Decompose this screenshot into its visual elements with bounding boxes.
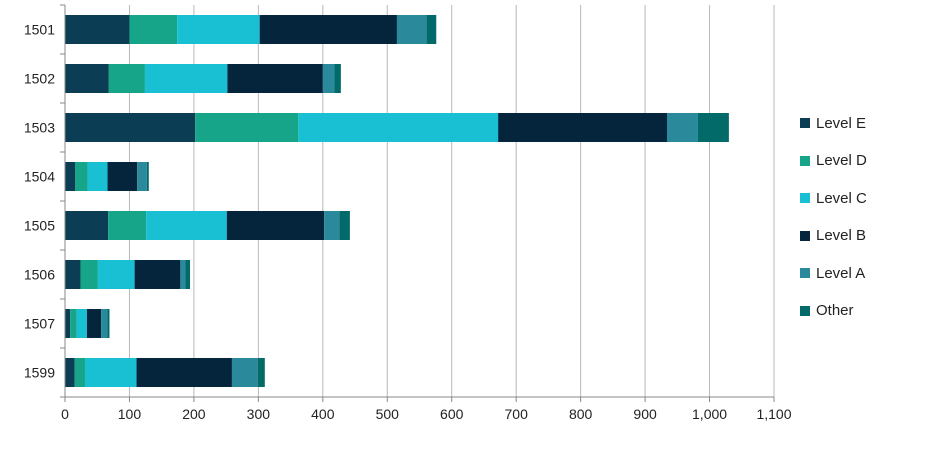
legend-label: Level E [816,114,867,132]
x-tick-label: 900 [633,406,657,422]
x-tick-label: 600 [440,406,464,422]
bar-segment-other [146,162,149,191]
legend-swatch [800,305,810,316]
x-tick-label: 500 [376,406,400,422]
bar-segment-level-b [107,162,138,191]
legend-swatch [800,155,810,166]
legend-item: Level B [800,227,867,245]
category-label: 1503 [24,120,55,136]
legend-label: Other [816,302,854,320]
bar-segment-level-a [396,15,427,44]
x-tick-label: 400 [311,406,335,422]
bar-segment-level-a [101,309,108,338]
bar-segment-other [257,358,265,387]
legend: Level E Level D Level C Level B Level A Other [800,114,867,340]
legend-swatch [800,193,810,204]
bar-segment-level-c [76,309,87,338]
bar-segment-level-d [74,358,85,387]
axes: 0 100 200 300 400 500 600 700 800 900 1,000 1,100 15… [24,4,792,422]
bar-segment-level-d [108,211,147,240]
category-label: 1504 [24,169,55,185]
x-tick-label: 800 [569,406,593,422]
bar-segment-level-e [65,309,71,338]
bar-segment-level-b [498,113,668,142]
bar-segment-other [426,15,437,44]
bar-segment-level-a [231,358,258,387]
bar-segment-level-a [180,260,186,289]
category-label: 1501 [24,22,55,38]
bar-segment-level-b [227,64,323,93]
bar-segment-level-c [146,211,227,240]
legend-item: Level A [800,264,867,282]
legend-item: Level C [800,189,867,207]
legend-swatch [800,230,810,241]
bar-segment-level-e [65,211,109,240]
bar-segment-level-a [324,211,340,240]
category-label: 1507 [24,316,55,332]
bar-segment-level-c [298,113,499,142]
x-tick-label: 0 [61,406,69,422]
bar-segment-level-d [75,162,88,191]
bar-segment-level-a [667,113,698,142]
bar-segment-other [107,309,110,338]
bar-segment-level-c [177,15,260,44]
bar-segment-level-c [87,162,108,191]
x-tick-label: 1,100 [756,406,791,422]
bar-segment-level-d [80,260,98,289]
legend-swatch [800,118,810,128]
legend-label: Level C [816,189,867,207]
x-tick-label: 200 [182,406,206,422]
x-tick-label: 1,000 [692,406,727,422]
bar-segment-level-d [129,15,178,44]
x-tick-label: 300 [247,406,271,422]
category-label: 1506 [24,267,55,283]
grid-lines [128,5,775,397]
bar-segment-level-e [65,260,81,289]
bar-segment-level-d [195,113,299,142]
legend-swatch [800,268,810,279]
bars [65,15,729,387]
bar-segment-level-b [136,358,232,387]
bar-segment-level-e [65,64,109,93]
bar-segment-level-a [137,162,147,191]
bar-segment-level-b [226,211,325,240]
bar-segment-other [334,64,341,93]
bar-segment-other [339,211,350,240]
bar-segment-level-e [65,162,76,191]
bar-segment-level-b [134,260,181,289]
legend-label: Level D [816,152,867,170]
bar-segment-level-b [86,309,102,338]
bar-segment-level-c [97,260,135,289]
category-label: 1599 [24,365,55,381]
bar-segment-level-a [322,64,335,93]
bar-segment-other [185,260,191,289]
x-tick-label: 700 [505,406,529,422]
x-tick-label: 100 [118,406,142,422]
bar-segment-level-d [70,309,77,338]
bar-segment-level-c [144,64,228,93]
bar-segment-level-e [65,358,75,387]
bar-segment-other [697,113,729,142]
legend-item: Level D [800,152,867,170]
legend-item: Other [800,302,867,320]
category-label: 1502 [24,71,55,87]
bar-segment-level-e [65,113,196,142]
bar-segment-level-d [108,64,145,93]
bar-segment-level-b [259,15,397,44]
bar-segment-level-e [65,15,130,44]
category-label: 1505 [24,218,55,234]
legend-label: Level B [816,227,867,245]
bar-segment-level-c [84,358,137,387]
legend-item: Level E [800,114,867,132]
legend-label: Level A [816,264,866,282]
